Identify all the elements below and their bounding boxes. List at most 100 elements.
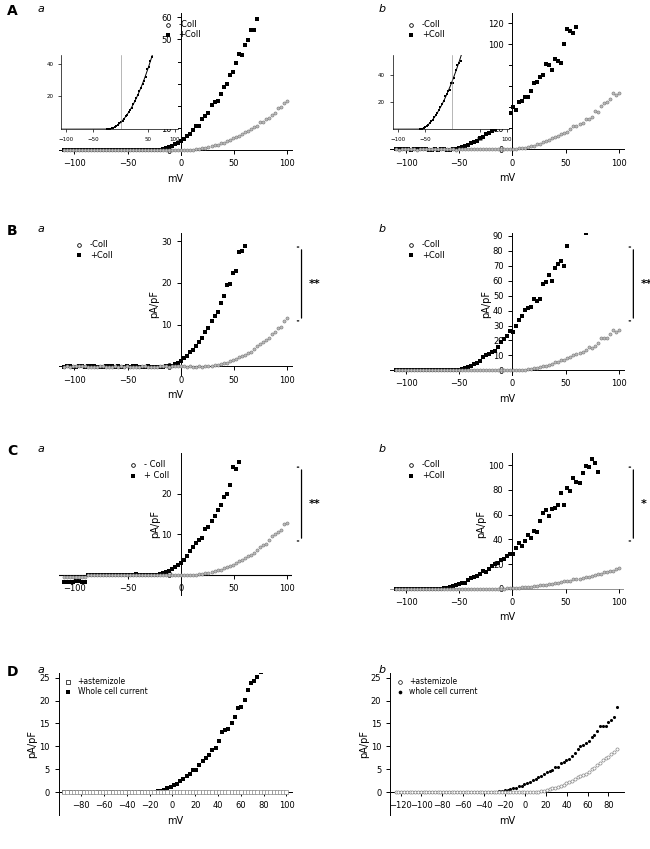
Point <box>92 360 102 374</box>
Point <box>597 753 608 767</box>
Point <box>215 498 226 512</box>
Point <box>62 360 72 374</box>
Point <box>128 143 138 157</box>
Point <box>535 578 545 592</box>
Point <box>584 734 594 748</box>
Point <box>538 68 549 82</box>
Point <box>455 785 465 799</box>
Point <box>466 143 476 156</box>
Point <box>436 363 446 377</box>
Point <box>200 360 211 374</box>
Point <box>185 127 196 141</box>
Point <box>137 568 148 582</box>
Y-axis label: pA/pF: pA/pF <box>476 70 486 98</box>
Point <box>71 360 81 374</box>
Point <box>568 573 578 587</box>
Point <box>396 363 407 377</box>
Point <box>535 137 545 150</box>
Point <box>478 565 488 578</box>
Point <box>131 143 141 157</box>
Point <box>281 312 292 325</box>
Point <box>134 143 144 157</box>
Point <box>137 143 148 157</box>
Point <box>450 578 461 592</box>
Point <box>592 152 603 166</box>
Point <box>502 329 512 343</box>
Point <box>550 760 560 773</box>
Point <box>496 582 506 595</box>
Point <box>229 785 240 799</box>
Point <box>550 781 560 795</box>
Point <box>215 296 226 310</box>
Point <box>553 257 564 271</box>
Point <box>408 363 419 377</box>
Point <box>222 278 232 292</box>
Point <box>559 37 569 51</box>
Point <box>402 143 413 156</box>
Point <box>58 570 69 583</box>
X-axis label: mV: mV <box>499 816 515 826</box>
Point <box>562 22 573 36</box>
Point <box>449 785 460 799</box>
Point <box>152 143 162 157</box>
Point <box>113 143 124 157</box>
Point <box>590 171 600 184</box>
Point <box>170 360 181 374</box>
Point <box>79 785 89 799</box>
Point <box>532 294 543 307</box>
Point <box>517 539 527 553</box>
Point <box>98 143 108 157</box>
Point <box>272 101 283 115</box>
Point <box>265 633 276 647</box>
Point <box>264 146 274 160</box>
Point <box>599 153 609 166</box>
Point <box>191 339 202 352</box>
Point <box>580 570 591 583</box>
Point <box>438 785 448 799</box>
Point <box>417 363 428 377</box>
Point <box>116 143 126 157</box>
Point <box>89 143 99 157</box>
Point <box>547 274 558 288</box>
Point <box>220 785 231 799</box>
X-axis label: mV: mV <box>167 390 183 400</box>
Point <box>566 223 576 237</box>
Point <box>255 540 265 554</box>
Point <box>547 64 558 77</box>
Point <box>433 582 443 595</box>
Point <box>514 779 524 793</box>
Point <box>522 776 532 790</box>
Point <box>172 777 182 790</box>
Point <box>237 48 247 62</box>
Point <box>426 143 437 156</box>
Point <box>493 363 503 377</box>
Point <box>131 143 141 157</box>
Point <box>490 143 501 156</box>
Point <box>83 568 93 582</box>
Point <box>197 142 207 155</box>
Point <box>270 107 280 121</box>
Point <box>496 554 506 567</box>
Point <box>454 577 464 591</box>
Point <box>463 143 473 156</box>
Point <box>478 351 488 364</box>
Point <box>452 785 462 799</box>
Point <box>426 363 437 377</box>
Point <box>595 436 606 449</box>
Point <box>130 785 140 799</box>
Point <box>233 701 243 715</box>
Point <box>475 568 486 582</box>
Point <box>508 582 519 595</box>
Point <box>430 785 440 799</box>
Point <box>433 363 443 377</box>
Point <box>164 360 174 374</box>
Point <box>547 357 558 370</box>
Point <box>111 785 121 799</box>
Point <box>580 112 591 126</box>
Point <box>227 353 238 367</box>
Point <box>149 143 159 157</box>
Point <box>571 119 582 132</box>
Text: D: D <box>7 665 19 678</box>
Point <box>257 538 268 552</box>
Point <box>469 357 479 370</box>
